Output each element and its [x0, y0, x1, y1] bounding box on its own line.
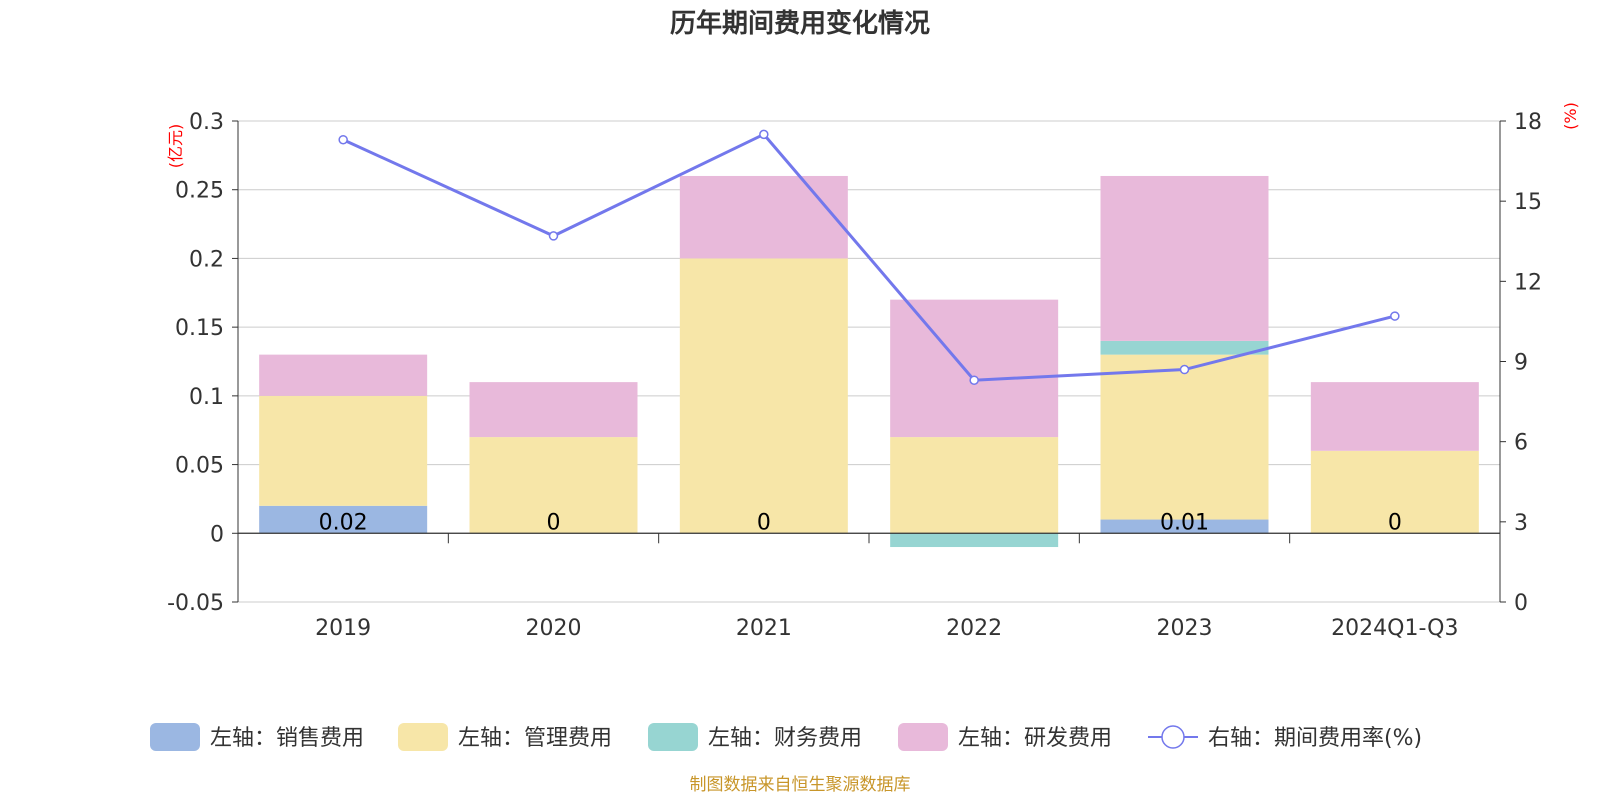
axes	[232, 120, 1506, 603]
x-axis-ticks: 2019 2020 2021 2022 2023 2024Q1-Q3	[315, 616, 1458, 641]
bar-segment	[1310, 450, 1479, 534]
bar-segment	[1100, 354, 1269, 520]
legend-swatch	[648, 723, 698, 751]
left-tick-label: 0.05	[175, 454, 224, 479]
bar-value-label: 0	[547, 510, 561, 535]
rate-polyline	[342, 132, 1396, 382]
rate-point	[338, 134, 348, 145]
bar-value-label: 0	[1388, 510, 1402, 535]
rate-point	[1390, 311, 1400, 321]
left-tick-label: 0.1	[189, 385, 224, 410]
chart-title: 历年期间费用变化情况	[670, 8, 930, 39]
legend-item: 左轴：管理费用	[398, 723, 612, 751]
right-tick-label: 15	[1514, 190, 1542, 215]
legend-swatch	[898, 723, 948, 751]
bar-value-label: 0.01	[1160, 510, 1209, 535]
rate-point	[969, 375, 979, 385]
bar-segment	[259, 395, 428, 506]
bar-segment	[679, 175, 848, 259]
x-tick-label: 2020	[526, 616, 582, 641]
left-tick-label: 0.15	[175, 316, 224, 341]
legend: 左轴：销售费用 左轴：管理费用 左轴：财务费用 左轴：研发费用 右轴：期间费用率(%)	[150, 723, 1422, 751]
legend-swatch	[150, 723, 200, 751]
legend-label: 左轴：销售费用	[210, 726, 364, 751]
legend-item: 右轴：期间费用率(%)	[1148, 725, 1422, 751]
bar-segment	[679, 258, 848, 534]
bar-segment	[259, 354, 428, 396]
left-tick-label: 0.2	[189, 247, 224, 272]
right-tick-label: 0	[1514, 591, 1528, 616]
bar-segment	[1100, 340, 1269, 355]
x-tick-label: 2023	[1157, 616, 1213, 641]
left-tick-label: 0.25	[175, 179, 224, 204]
grid-lines	[238, 120, 1500, 603]
right-tick-label: 18	[1514, 110, 1542, 135]
x-tick-label: 2021	[736, 616, 792, 641]
legend-item: 左轴：财务费用	[648, 723, 862, 751]
bar-labels: 0.02 0 0 0.01 0	[319, 510, 1402, 535]
right-axis-unit: (%)	[1561, 102, 1580, 130]
left-tick-label: -0.05	[167, 591, 224, 616]
legend-swatch	[398, 723, 448, 751]
x-tick-label: 2022	[946, 616, 1002, 641]
legend-marker	[1161, 725, 1185, 749]
bar-value-label: 0	[757, 510, 771, 535]
rate-point	[1179, 364, 1190, 375]
rate-point	[548, 231, 559, 241]
right-tick-label: 9	[1514, 351, 1528, 376]
bar-segment	[1100, 175, 1269, 341]
legend-item: 左轴：研发费用	[898, 723, 1112, 751]
bar-segment	[469, 382, 638, 438]
rate-line	[338, 129, 1400, 385]
legend-label: 右轴：期间费用率(%)	[1208, 726, 1422, 751]
bar-segment	[1310, 382, 1479, 451]
bar-segment	[259, 505, 428, 534]
left-tick-label: 0.3	[189, 110, 224, 135]
right-tick-label: 3	[1514, 511, 1528, 536]
source-note: 制图数据来自恒生聚源数据库	[690, 775, 911, 795]
legend-item: 左轴：销售费用	[150, 723, 364, 751]
right-axis-ticks: 18 15 12 9 6 3 0	[1514, 110, 1542, 616]
rate-point	[759, 129, 769, 140]
right-tick-label: 12	[1514, 270, 1542, 295]
legend-label: 左轴：管理费用	[458, 726, 612, 751]
left-axis-unit: (亿元)	[166, 124, 185, 169]
right-tick-label: 6	[1514, 431, 1528, 456]
bar-segment	[890, 299, 1059, 438]
x-tick-label: 2024Q1-Q3	[1331, 616, 1458, 641]
bar-segment	[1100, 519, 1269, 534]
left-axis-ticks: 0.3 0.25 0.2 0.15 0.1 0.05 0 -0.05	[167, 110, 224, 616]
x-tick-label: 2019	[315, 616, 371, 641]
bar-value-label: 0.02	[319, 510, 368, 535]
bar-segment	[469, 437, 638, 534]
left-tick-label: 0	[210, 522, 224, 547]
bars	[259, 175, 1479, 548]
bar-segment	[890, 437, 1059, 534]
legend-label: 左轴：研发费用	[958, 726, 1112, 751]
bar-segment	[890, 533, 1059, 548]
legend-label: 左轴：财务费用	[708, 726, 862, 751]
